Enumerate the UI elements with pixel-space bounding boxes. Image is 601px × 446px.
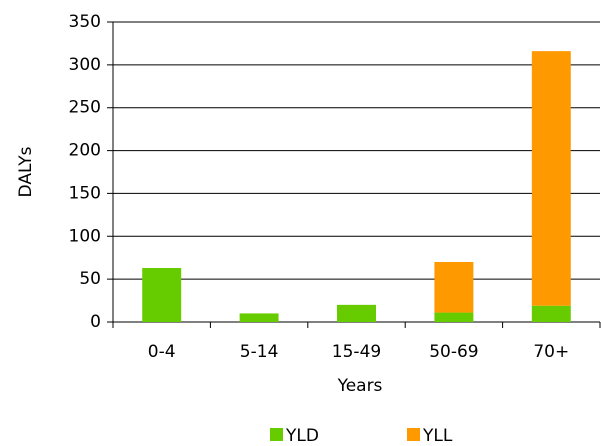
bar-segment	[142, 268, 182, 322]
bar-segment	[434, 312, 474, 322]
bar-segment	[434, 262, 474, 313]
legend-label: YLL	[422, 426, 453, 446]
y-axis-label: DALYs	[16, 146, 36, 197]
y-tick-label: 300	[69, 55, 101, 75]
x-tick-label: 0-4	[148, 342, 176, 362]
bar-segment	[239, 313, 279, 322]
x-tick-label: 15-49	[332, 342, 381, 362]
y-tick-label: 50	[79, 269, 101, 289]
x-tick-label: 50-69	[429, 342, 478, 362]
bar-segment	[337, 304, 376, 322]
x-axis-label: Years	[337, 376, 383, 396]
legend-swatch	[270, 428, 283, 441]
y-tick-label: 100	[69, 226, 101, 246]
bar-segment	[531, 305, 571, 322]
x-tick-label: 70+	[533, 342, 569, 362]
legend-label: YLD	[285, 426, 319, 446]
x-tick-label: 5-14	[240, 342, 279, 362]
y-tick-label: 250	[69, 98, 101, 118]
legend-swatch	[407, 428, 420, 441]
y-tick-label: 150	[69, 183, 101, 203]
y-tick-label: 200	[69, 141, 101, 161]
bar-segment	[531, 51, 571, 306]
y-tick-label: 350	[69, 12, 101, 32]
y-tick-label: 0	[90, 312, 101, 332]
